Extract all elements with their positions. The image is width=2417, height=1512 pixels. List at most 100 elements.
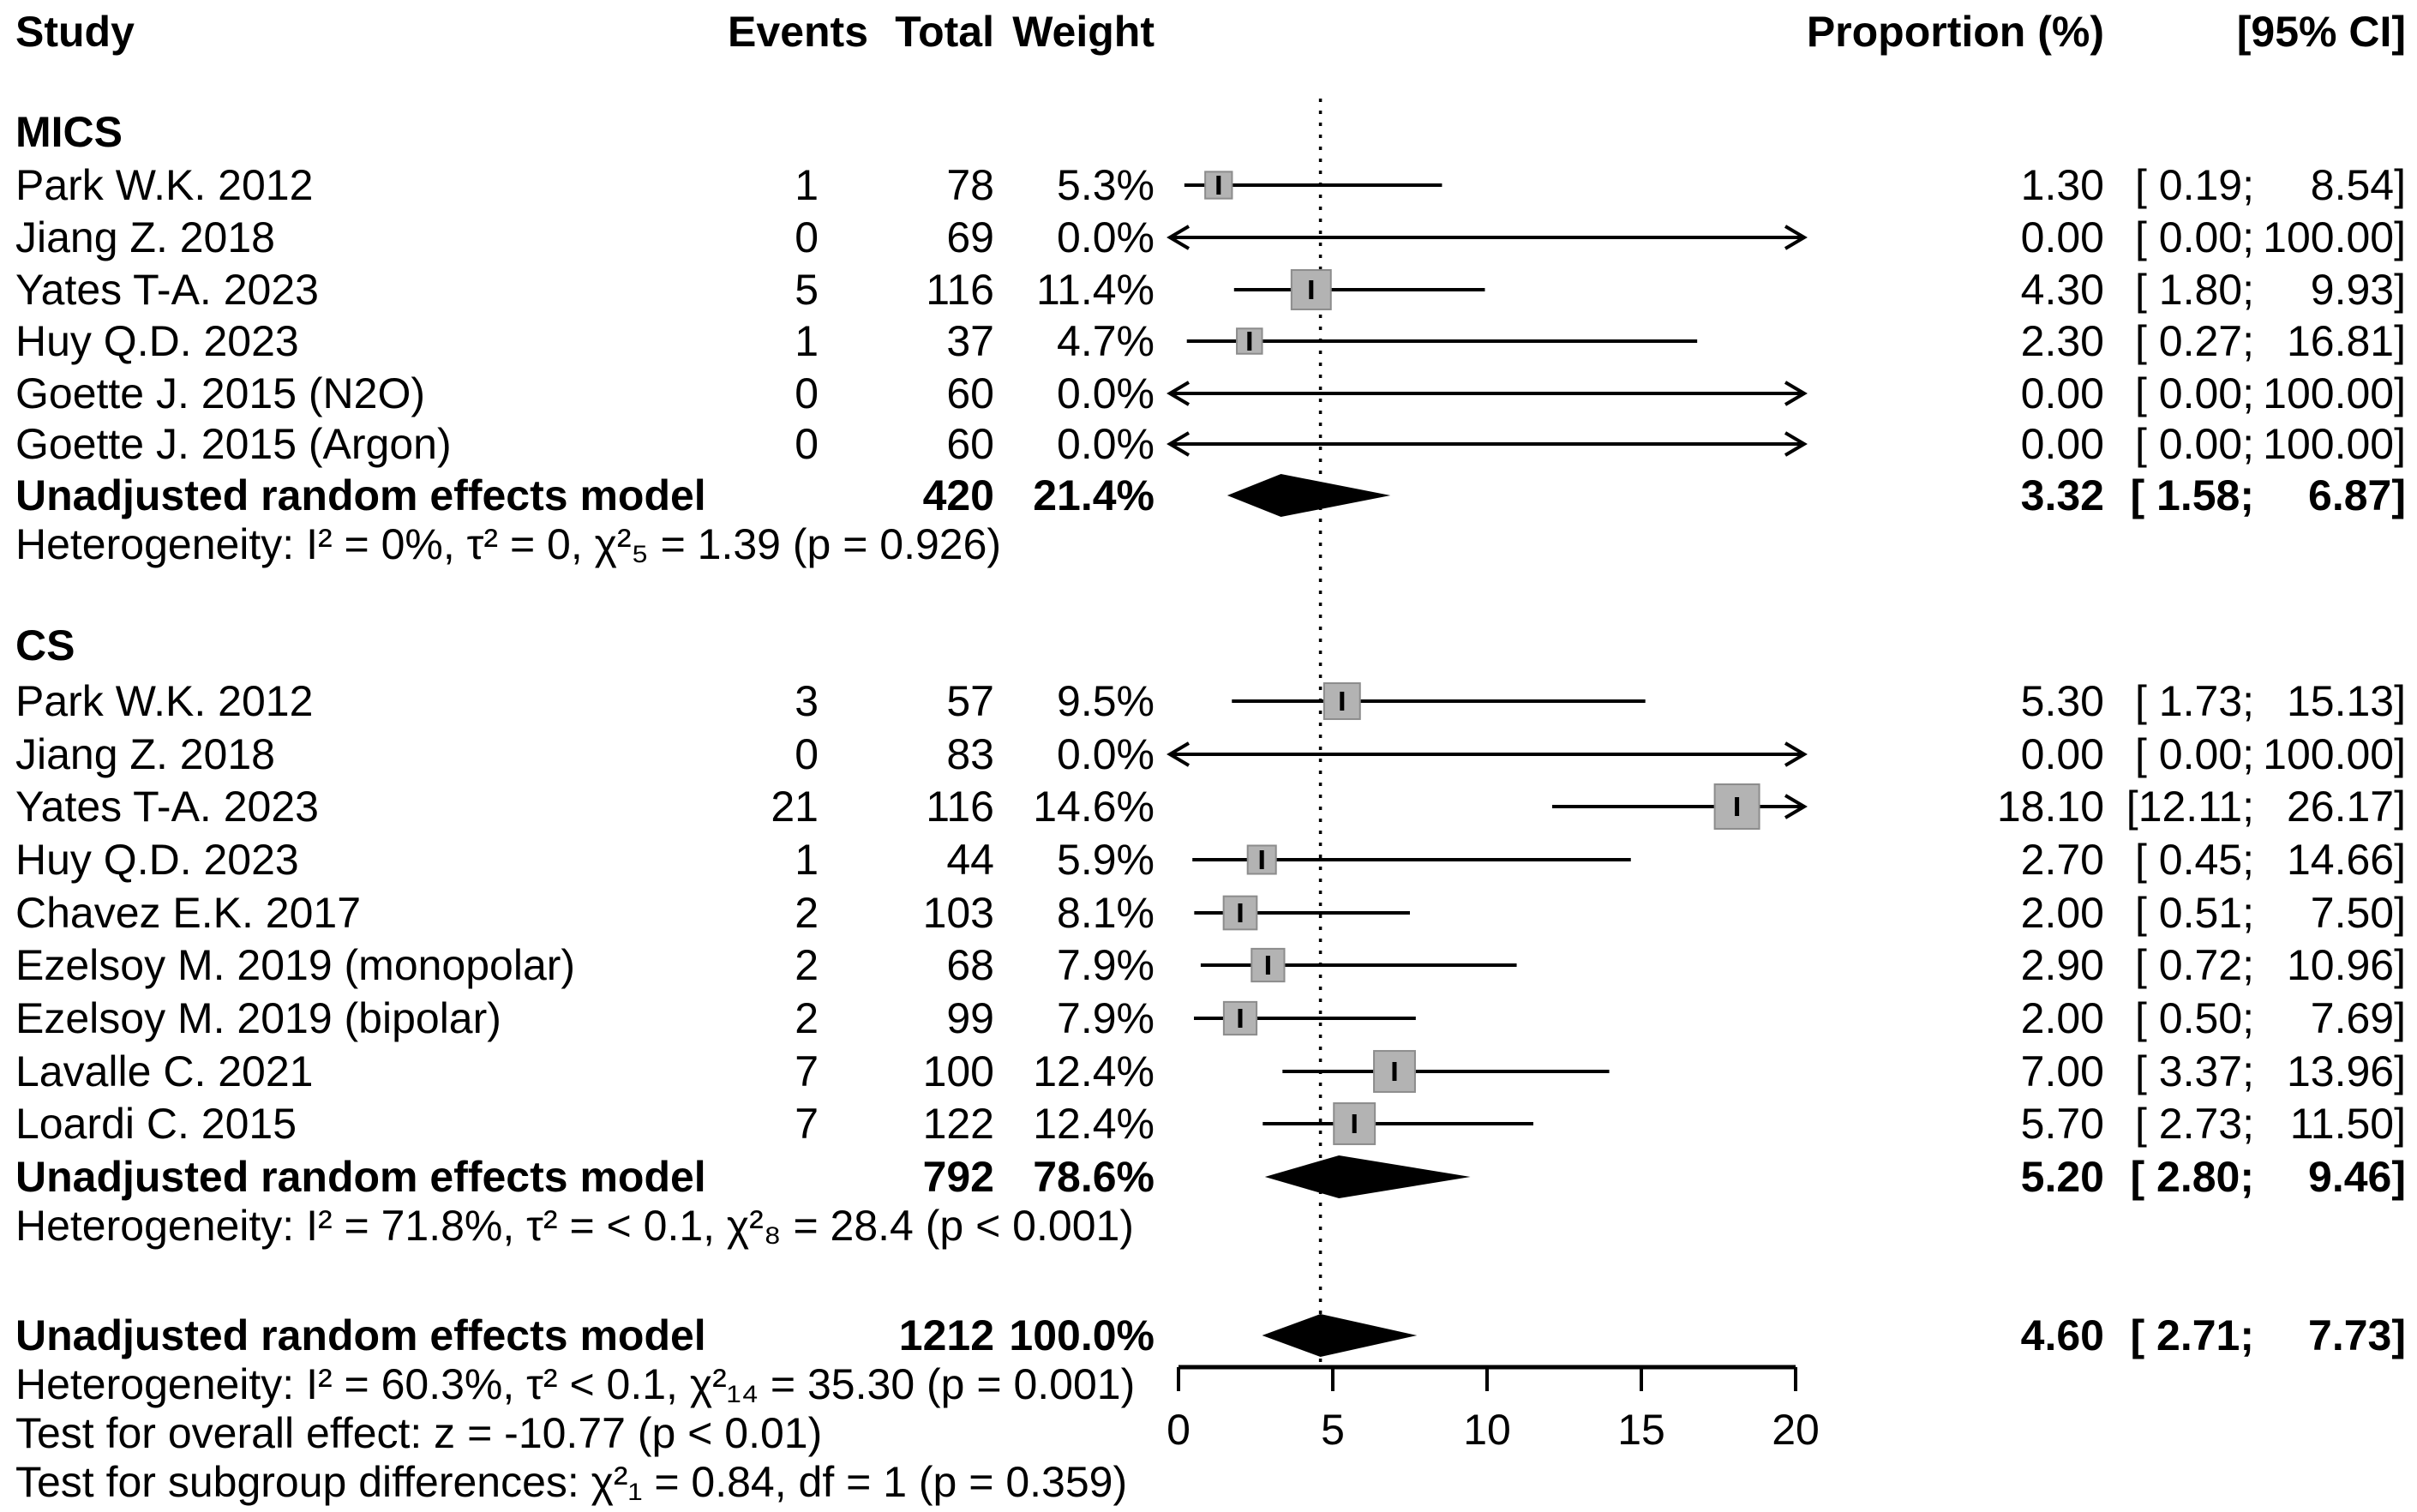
proportion-value: 2.00 — [2020, 889, 2104, 937]
ci-lower-value: [ 0.00; — [2135, 420, 2254, 468]
pooled-row: Unadjusted random effects model 420 21.4% 3… — [0, 469, 2417, 522]
ci-lower-value: [ 1.73; — [2135, 677, 2254, 725]
total-value: 69 — [946, 213, 994, 261]
overall-pooled-label: Unadjusted random effects model — [15, 1311, 706, 1359]
subgroup-label: MICS — [15, 108, 123, 156]
proportion-value: 4.30 — [2020, 266, 2104, 314]
study-row: Goette J. 2015 (Argon) 0 60 0.0% 0.00 [ 0.00;… — [0, 417, 2417, 471]
col-header-total: Total — [895, 8, 994, 56]
subgroup-label-row: CS — [0, 619, 2417, 672]
total-value: 116 — [926, 783, 994, 831]
proportion-value: 2.70 — [2020, 836, 2104, 884]
study-row: Yates T-A. 2023 5 116 11.4% 4.30 [ 1.80; 9.93] — [0, 263, 2417, 316]
total-value: 78 — [946, 161, 994, 209]
events-value: 0 — [795, 213, 819, 261]
pooled-ci-lower: [ 1.58; — [2130, 471, 2254, 519]
events-value: 5 — [795, 266, 819, 314]
pooled-ci-lower: [ 2.80; — [2130, 1153, 2254, 1201]
study-name: Ezelsoy M. 2019 (bipolar) — [15, 994, 501, 1042]
estimate-tick — [1238, 903, 1243, 922]
x-axis-tick-label: 0 — [1167, 1406, 1191, 1454]
events-value: 1 — [795, 836, 819, 884]
overall-proportion: 4.60 — [2020, 1311, 2104, 1359]
ci-upper-value: 100.00] — [2263, 730, 2406, 778]
ci-right-arrowhead — [1784, 381, 1808, 406]
estimate-tick — [1735, 797, 1740, 816]
proportion-value: 2.30 — [2020, 317, 2104, 365]
ci-upper-value: 7.50] — [2310, 889, 2406, 937]
col-header-events: Events — [728, 8, 868, 56]
overall-total: 1212 — [898, 1311, 994, 1359]
weight-value: 12.4% — [1033, 1047, 1155, 1095]
study-name: Ezelsoy M. 2019 (monopolar) — [15, 941, 576, 989]
subgroup-label: CS — [15, 621, 75, 669]
study-row: Park W.K. 2012 1 78 5.3% 1.30 [ 0.19; 8.54] — [0, 159, 2417, 212]
ci-left-arrowhead — [1167, 431, 1191, 457]
weight-value: 0.0% — [1057, 369, 1155, 417]
overall-heterogeneity-row: Heterogeneity: I² = 60.3%, τ² < 0.1, χ²₁… — [0, 1358, 2417, 1411]
estimate-tick — [1247, 332, 1252, 351]
estimate-tick — [1216, 176, 1221, 195]
total-value: 99 — [946, 994, 994, 1042]
heterogeneity-row: Heterogeneity: I² = 0%, τ² = 0, χ²₅ = 1.… — [0, 518, 2417, 571]
subgroup-label-row: MICS — [0, 105, 2417, 159]
x-axis-tick-label: 15 — [1617, 1406, 1665, 1454]
estimate-tick — [1340, 692, 1345, 711]
events-value: 2 — [795, 994, 819, 1042]
study-name: Loardi C. 2015 — [15, 1100, 297, 1148]
ci-upper-value: 16.81] — [2286, 317, 2406, 365]
events-value: 3 — [795, 677, 819, 725]
weight-value: 11.4% — [1035, 266, 1155, 314]
x-axis-tick-label: 20 — [1772, 1406, 1820, 1454]
ci-upper-value: 26.17] — [2286, 783, 2406, 831]
ci-right-arrowhead — [1784, 431, 1808, 457]
study-row: Park W.K. 2012 3 57 9.5% 5.30 [ 1.73; 15.13] — [0, 675, 2417, 728]
study-row: Jiang Z. 2018 0 69 0.0% 0.00 [ 0.00; 100.00] — [0, 211, 2417, 264]
events-value: 0 — [795, 369, 819, 417]
total-value: 57 — [946, 677, 994, 725]
overall-ci-upper: 7.73] — [2308, 1311, 2406, 1359]
study-row: Lavalle C. 2021 7 100 12.4% 7.00 [ 3.37; 13.96… — [0, 1045, 2417, 1098]
x-axis-tick-label: 5 — [1321, 1406, 1345, 1454]
column-header-row: Study Events Total Weight Proportion (%)… — [0, 5, 2417, 58]
pooled-total: 420 — [922, 471, 994, 519]
study-name: Goette J. 2015 (Argon) — [15, 420, 452, 468]
col-header-proportion: Proportion (%) — [1806, 8, 2104, 56]
test-subgroup-diff-note: Test for subgroup differences: χ²₁ = 0.8… — [15, 1458, 1128, 1506]
proportion-value: 0.00 — [2020, 730, 2104, 778]
weight-value: 7.9% — [1057, 994, 1155, 1042]
total-value: 60 — [946, 420, 994, 468]
ci-left-arrowhead — [1167, 381, 1191, 406]
events-value: 0 — [795, 420, 819, 468]
events-value: 7 — [795, 1047, 819, 1095]
study-name: Goette J. 2015 (N2O) — [15, 369, 426, 417]
study-name: Huy Q.D. 2023 — [15, 836, 299, 884]
total-value: 83 — [946, 730, 994, 778]
total-value: 100 — [922, 1047, 994, 1095]
weight-value: 0.0% — [1057, 213, 1155, 261]
proportion-value: 1.30 — [2020, 161, 2104, 209]
ci-lower-value: [ 0.45; — [2135, 836, 2254, 884]
ci-lower-value: [ 0.19; — [2135, 161, 2254, 209]
estimate-tick — [1265, 956, 1270, 975]
col-header-ci: [95% CI] — [2236, 8, 2406, 56]
test-overall-effect-row: Test for overall effect: z = -10.77 (p <… — [0, 1407, 2417, 1460]
events-value: 7 — [795, 1100, 819, 1148]
ci-right-arrowhead — [1784, 225, 1808, 250]
pooled-label: Unadjusted random effects model — [15, 1153, 706, 1201]
estimate-tick — [1352, 1114, 1357, 1133]
study-name: Lavalle C. 2021 — [15, 1047, 314, 1095]
estimate-tick — [1259, 850, 1264, 869]
pooled-proportion: 3.32 — [2020, 471, 2104, 519]
estimate-tick — [1238, 1009, 1243, 1028]
col-header-weight: Weight — [1012, 8, 1155, 56]
weight-value: 12.4% — [1033, 1100, 1155, 1148]
ci-lower-value: [ 0.00; — [2135, 730, 2254, 778]
ci-lower-value: [ 2.73; — [2135, 1100, 2254, 1148]
events-value: 21 — [771, 783, 819, 831]
overall-ci-lower: [ 2.71; — [2130, 1311, 2254, 1359]
subgroup-pooled-diamond — [1264, 1155, 1471, 1198]
weight-value: 4.7% — [1057, 317, 1155, 365]
total-value: 103 — [922, 889, 994, 937]
overall-pooled-diamond — [1262, 1314, 1418, 1357]
